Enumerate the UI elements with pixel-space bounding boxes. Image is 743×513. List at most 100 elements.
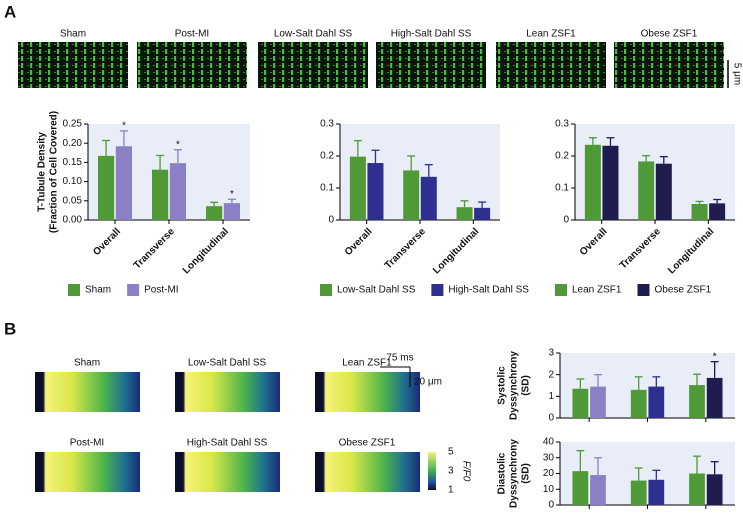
x-tick-label: Longitudinal [431, 226, 481, 276]
linescan [35, 452, 140, 492]
y-axis-label: Diastolic [497, 452, 508, 494]
y-tick-label: 0 [548, 413, 554, 424]
micrograph [376, 42, 486, 88]
y-tick-label: 30 [543, 452, 555, 463]
bar [115, 146, 133, 220]
bar [655, 163, 672, 220]
y-tick-label: 0.2 [555, 151, 569, 162]
x-tick-label: Longitudinal [666, 226, 716, 276]
colorbar-tick: 5 [448, 447, 454, 458]
linescan-label: High-Salt Dahl SS [187, 438, 268, 449]
colorbar-tick: 3 [448, 466, 454, 477]
bar [709, 203, 726, 220]
y-tick-label: 0.05 [63, 195, 83, 206]
bar [97, 155, 115, 220]
micrograph [614, 42, 724, 88]
y-tick-label: 0.10 [63, 176, 83, 187]
bar [648, 386, 665, 418]
y-axis-label: Dyssynchrony [509, 439, 520, 508]
plot-background [340, 124, 500, 220]
bar [630, 389, 647, 418]
linescan-label: Obese ZSF1 [339, 438, 396, 449]
micrograph [137, 42, 247, 88]
scale-bar-label: 75 ms [386, 353, 413, 364]
y-tick-label: 0.00 [63, 215, 83, 226]
significance-mark: * [230, 189, 234, 200]
linescan [175, 452, 280, 492]
bar [689, 473, 705, 505]
bar [151, 169, 169, 220]
legend-swatch [320, 284, 332, 296]
bar [420, 176, 437, 220]
micrograph [496, 42, 606, 88]
linescan [315, 452, 420, 492]
bar [638, 161, 655, 220]
panel-label: A [4, 2, 16, 21]
plot-background [560, 442, 735, 505]
x-tick-label: Transverse [383, 226, 428, 271]
micrograph-label: Low-Salt Dahl SS [274, 29, 353, 40]
y-tick-label: 40 [543, 437, 555, 448]
linescan-label: Sham [74, 358, 100, 369]
bar [349, 156, 366, 220]
y-tick-label: 0.20 [63, 138, 83, 149]
colorbar-tick: 1 [448, 485, 454, 496]
legend-swatch [431, 284, 444, 296]
colorbar-label: F/F0 [460, 461, 471, 482]
y-tick-label: 0 [548, 500, 554, 511]
bar [584, 144, 601, 220]
micrograph [18, 42, 128, 88]
legend-swatch [555, 284, 567, 296]
linescan-label: Post-MI [70, 438, 104, 449]
bar [223, 203, 241, 220]
micrograph-label: Sham [60, 29, 86, 40]
bar [205, 206, 223, 220]
x-tick-label: Overall [578, 226, 610, 258]
y-tick-label: 0 [328, 215, 334, 226]
bar [590, 475, 606, 505]
legend-swatch [68, 284, 80, 296]
legend-label: Sham [85, 285, 111, 296]
significance-mark: * [713, 351, 717, 362]
x-tick-label: Transverse [618, 226, 663, 271]
bar [403, 170, 420, 220]
legend-label: Post-MI [144, 285, 178, 296]
y-tick-label: 0 [563, 215, 569, 226]
bar [169, 163, 187, 220]
y-tick-label: 0.3 [555, 119, 569, 130]
y-axis-label: Systolic [497, 366, 508, 405]
micrograph-label: High-Salt Dahl SS [391, 29, 472, 40]
colorbar [428, 452, 436, 490]
legend-label: Obese ZSF1 [654, 285, 711, 296]
x-tick-label: Overall [343, 226, 375, 258]
scale-bar-label: 5 μm [731, 63, 742, 85]
y-tick-label: 1 [548, 391, 554, 402]
bar [456, 207, 473, 220]
y-tick-label: 10 [543, 484, 555, 495]
bar [367, 163, 384, 220]
y-axis-label: (SD) [521, 375, 532, 396]
micrograph-label: Post-MI [175, 29, 209, 40]
y-tick-label: 0.1 [320, 183, 334, 194]
legend-label: Lean ZSF1 [572, 285, 622, 296]
legend-swatch [127, 284, 140, 296]
micrograph-label: Lean ZSF1 [526, 29, 576, 40]
panel-label: B [4, 319, 16, 338]
x-tick-label: Transverse [132, 226, 177, 271]
linescan-label: Low-Salt Dahl SS [188, 358, 267, 369]
bar [691, 204, 708, 220]
bar [706, 377, 723, 418]
y-tick-label: 0.15 [63, 157, 83, 168]
y-tick-label: 0.3 [320, 119, 334, 130]
x-tick-label: Overall [91, 226, 123, 258]
y-tick-label: 0.1 [555, 183, 569, 194]
bar [630, 480, 647, 505]
legend-label: High-Salt Dahl SS [448, 285, 529, 296]
y-axis-label: (SD) [521, 463, 532, 484]
legend-label: Low-Salt Dahl SS [337, 285, 416, 296]
y-axis-label: Dyssynchrony [509, 351, 520, 420]
y-tick-label: 0.25 [63, 119, 83, 130]
linescan [175, 372, 280, 412]
linescan [315, 372, 420, 412]
significance-mark: * [176, 139, 180, 150]
